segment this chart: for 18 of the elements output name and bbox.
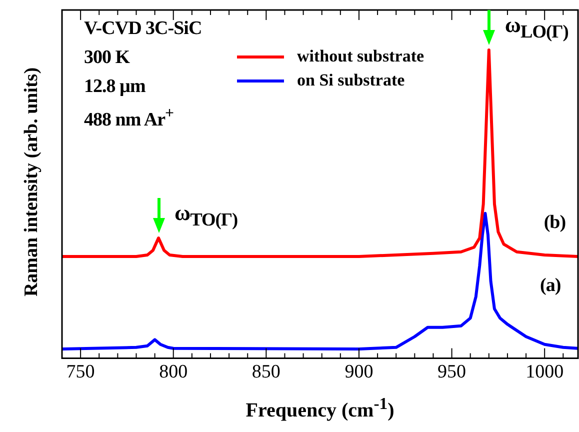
x-tick-label: 1000 [526,362,564,383]
annotation: 12.8 µm [84,76,146,98]
x-tick-label: 900 [344,362,374,383]
annotation: (a) [540,275,561,297]
text: V-CVD 3C-SiC [84,18,202,40]
y-axis-title: Raman intensity (arb. units) [21,66,43,299]
annotation: (b) [544,212,566,234]
x-tick-label: 750 [66,362,95,383]
x-tick-label: 850 [252,362,280,383]
x-tick-label: 950 [438,362,466,383]
legend-label: on Si substrate [297,70,406,90]
annotation: ω$_{LO(Γ)}$ [504,12,568,42]
annotation: ω$_{TO(Γ)}$ [174,200,238,230]
x-axis-title: Frequency (cm$^{-1}$) [244,394,396,423]
legend-label: without substrate [297,46,424,66]
annotation: 488 nm Ar$^{+}$ [84,105,174,132]
annotation: 300 K [84,47,130,69]
x-tick-label: 800 [159,362,188,383]
